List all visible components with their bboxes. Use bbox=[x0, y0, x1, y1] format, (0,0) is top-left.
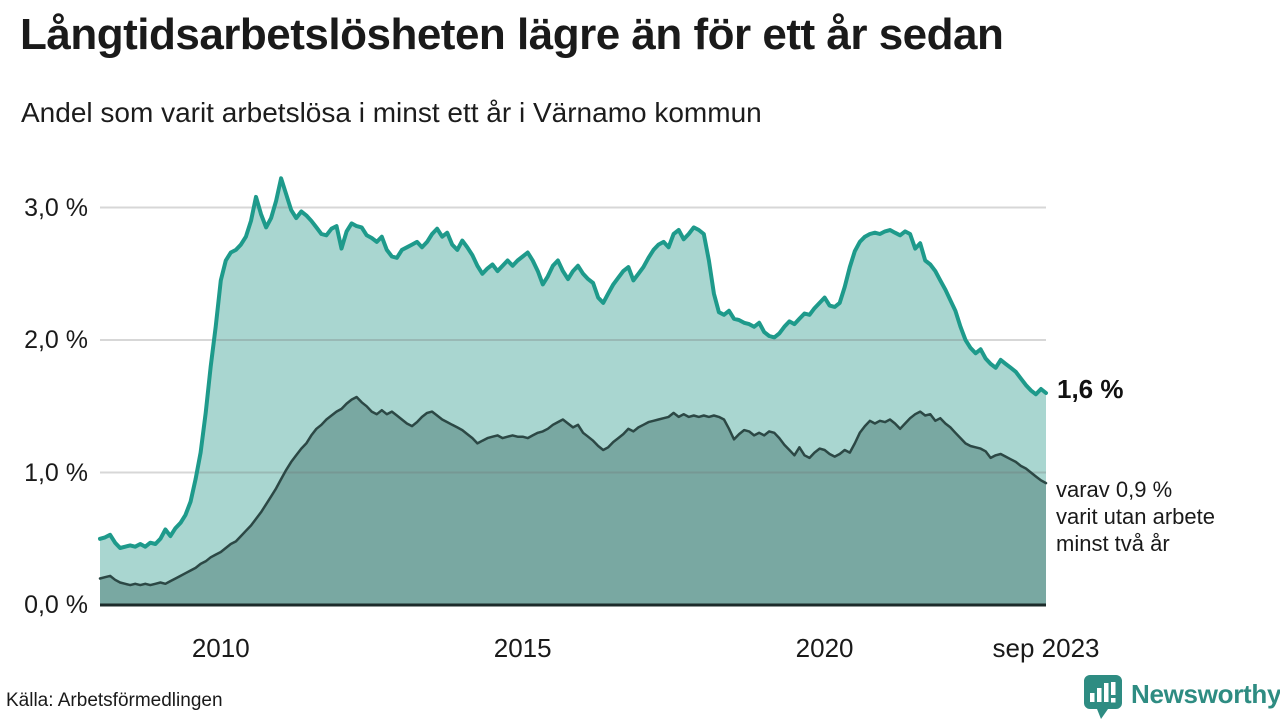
series-line-two-years bbox=[98, 395, 1048, 587]
chart-subtitle: Andel som varit arbetslösa i minst ett å… bbox=[21, 97, 762, 128]
secondary-annotation-line: varit utan arbete bbox=[1056, 503, 1215, 529]
y-tick-label: 3,0 % bbox=[24, 193, 88, 222]
y-tick-label: 2,0 % bbox=[24, 326, 88, 354]
exclamation-dot bbox=[1111, 698, 1116, 703]
newsworthy-logo: Newsworthy bbox=[1083, 674, 1280, 720]
chart-title: Långtidsarbetslösheten lägre än för ett … bbox=[20, 10, 1004, 59]
secondary-annotation: varav 0,9 % varit utan arbete minst två … bbox=[1056, 477, 1276, 557]
y-tick-label: 1,0 % bbox=[24, 458, 88, 487]
series-line-one-year bbox=[98, 176, 1048, 550]
exclamation-bar bbox=[1111, 682, 1116, 695]
bar-small bbox=[1090, 693, 1095, 702]
x-tick-label: 2010 bbox=[191, 633, 250, 663]
bar-tall bbox=[1104, 683, 1109, 702]
y-tick-label: 0,0 % bbox=[24, 591, 88, 619]
latest-value-label: 1,6 % bbox=[1057, 374, 1124, 404]
x-tick-label: 2015 bbox=[493, 633, 552, 663]
secondary-annotation-line: minst två år bbox=[1056, 530, 1170, 556]
area-fill-two-years bbox=[100, 397, 1046, 605]
secondary-annotation-line: varav 0,9 % bbox=[1056, 477, 1173, 502]
brand-name: Newsworthy bbox=[1131, 679, 1280, 709]
source-note: Källa: Arbetsförmedlingen bbox=[6, 690, 223, 711]
bar-medium bbox=[1097, 688, 1102, 702]
x-tick-label: sep 2023 bbox=[992, 633, 1100, 663]
x-tick-label: 2020 bbox=[795, 633, 854, 663]
newsworthy-pin-icon bbox=[1084, 675, 1122, 719]
